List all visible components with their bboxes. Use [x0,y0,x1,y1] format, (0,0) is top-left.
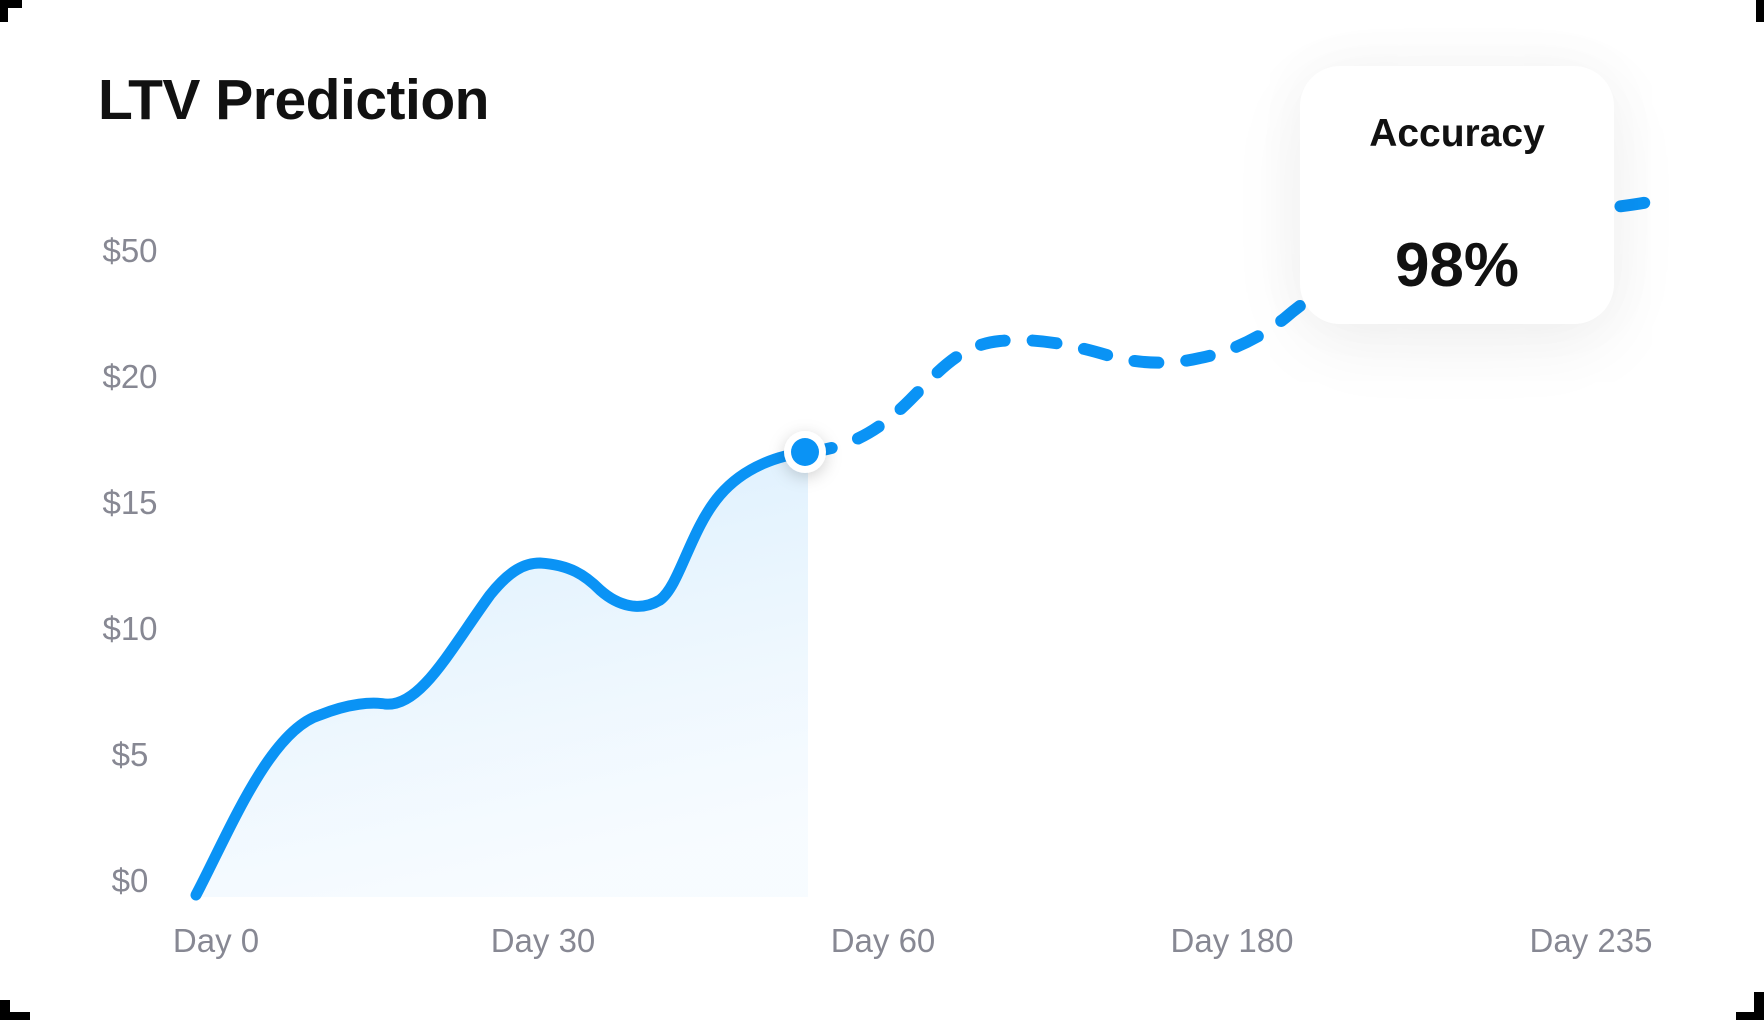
corner-mark-bottom-right [1736,1012,1764,1020]
corner-mark-top-right [1756,0,1764,22]
accuracy-card: Accuracy 98% [1300,66,1614,324]
corner-mark-bottom-right [1754,992,1764,1020]
y-axis-label: $15 [102,484,158,521]
x-axis-label: Day 60 [830,922,936,959]
x-axis-label: Day 180 [1170,922,1294,959]
accuracy-label: Accuracy [1369,112,1545,155]
y-axis-label: $10 [102,610,158,647]
corner-mark-bottom-left [0,1000,10,1020]
corner-mark-top-left [0,0,22,8]
chart-title: LTV Prediction [98,68,489,132]
y-axis-label: $5 [111,736,149,773]
x-axis-label: Day 0 [172,922,260,959]
accuracy-value: 98% [1394,231,1520,300]
corner-mark-top-left [0,0,8,22]
actual-ltv-line [190,446,814,901]
current-point-dot [791,438,819,466]
corner-mark-bottom-left [0,1012,30,1020]
y-axis-label: $50 [102,232,158,269]
actual-area-fill [196,452,808,897]
x-axis-label: Day 235 [1529,922,1653,959]
y-axis-label: $20 [102,358,158,395]
y-axis-label: $0 [111,862,149,899]
x-axis-label: Day 30 [490,922,596,959]
